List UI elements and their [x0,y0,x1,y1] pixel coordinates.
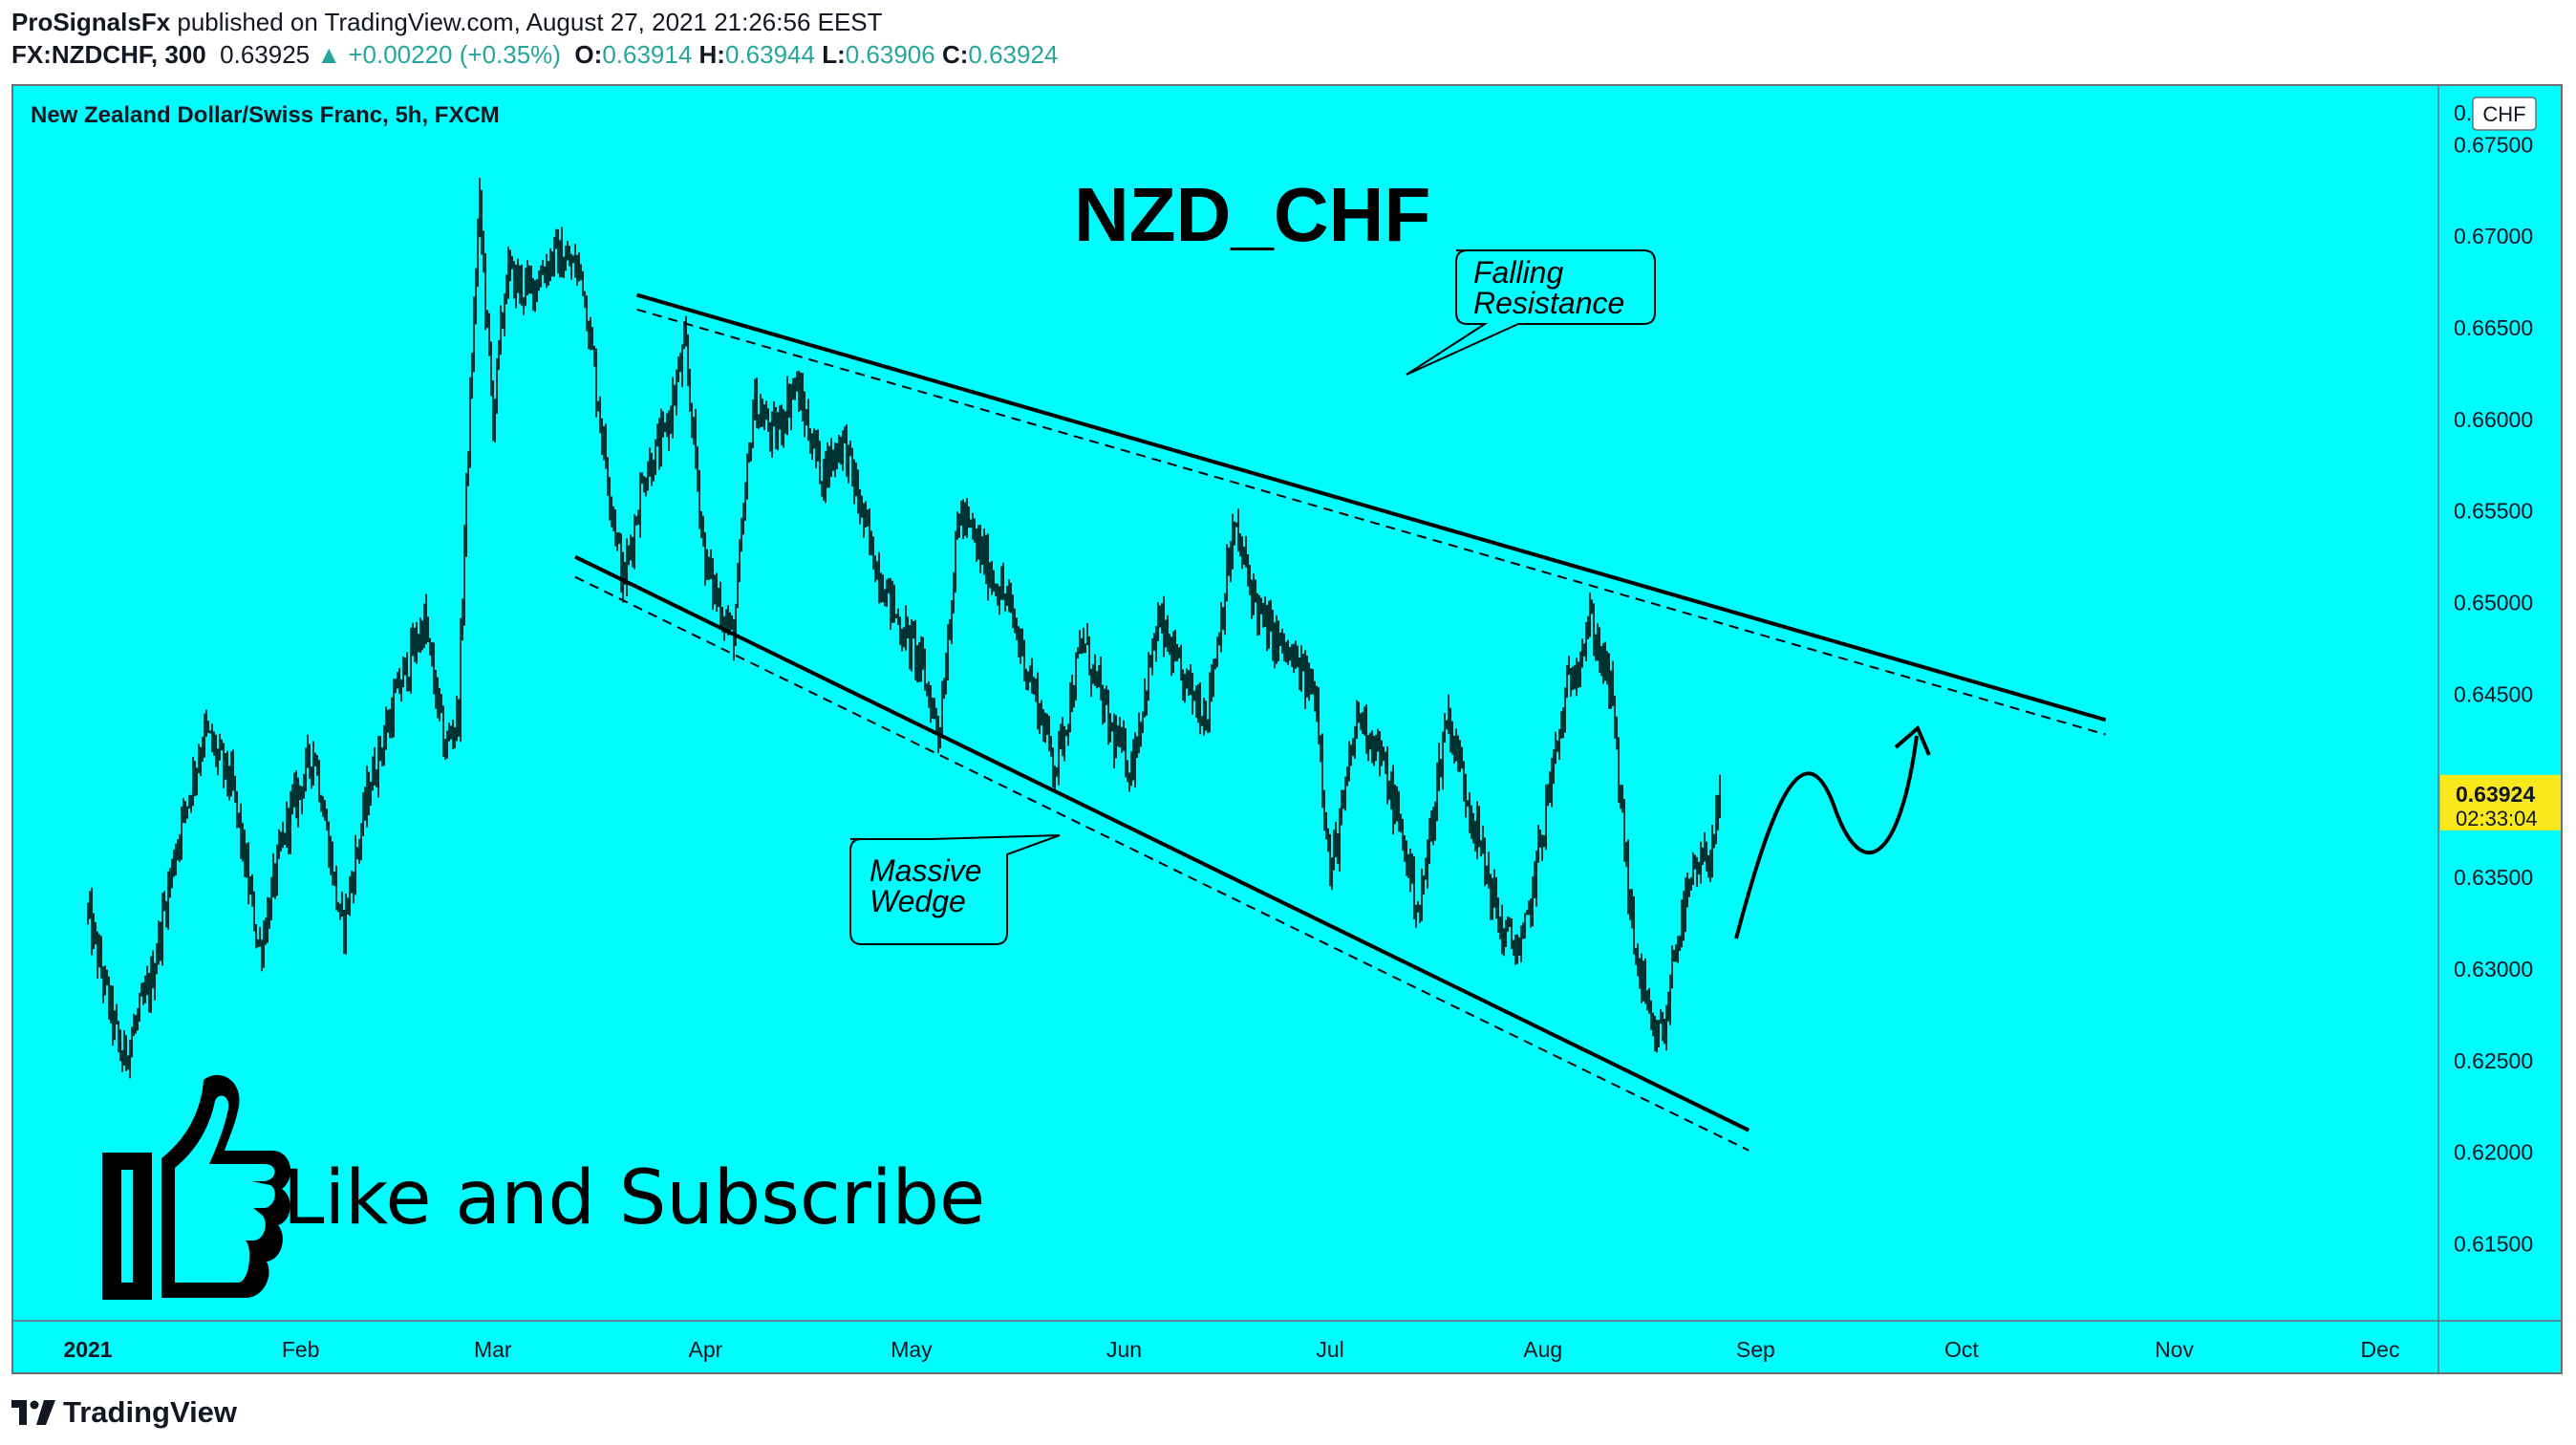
price-tag-value: 0.63924 [2456,782,2535,807]
price-change: +0.00220 (+0.35%) [348,40,561,69]
callout-text-falling: Falling [1473,255,1563,290]
last-price: 0.63925 [220,40,311,69]
y-tick-label: 0.65000 [2454,591,2533,615]
y-tick-label-partial: 0. [2454,100,2472,125]
tradingview-brand: TradingView [63,1395,238,1429]
ohlc-legend: FX:NZDCHF, 300 0.63925 ▲ +0.00220 (+0.35… [11,38,1058,71]
x-tick-label: Jun [1106,1337,1142,1362]
author-name[interactable]: ProSignalsFx [11,8,171,36]
support-line[interactable] [574,554,1750,1132]
tradingview-logo-icon [11,1400,55,1425]
support-dashed-line[interactable] [574,575,1750,1152]
x-tick-label: Dec [2361,1337,2400,1362]
publication-line: ProSignalsFx published on TradingView.co… [11,6,883,38]
open-label: O: [574,40,603,69]
close-value: 0.63924 [968,40,1059,69]
y-tick-label: 0.67000 [2454,224,2533,248]
close-label: C: [941,40,969,69]
high-label: H: [698,40,725,69]
arrowhead-icon [1894,724,1931,756]
chart-title: NZD_CHF [1074,172,1430,257]
open-value: 0.63914 [602,40,693,69]
tradingview-logo[interactable]: TradingView [11,1393,237,1432]
x-tick-label: Nov [2155,1337,2194,1362]
currency-badge-label: CHF [2482,102,2525,126]
callout-text-wedge: Wedge [869,884,966,918]
massive-wedge-callout[interactable]: Massive Wedge [849,834,1061,945]
high-value: 0.63944 [724,40,815,69]
y-tick-label: 0.63500 [2454,865,2533,890]
candle-layer [87,178,1721,1079]
y-tick-label: 0.61500 [2454,1231,2533,1256]
y-tick-label: 0.62500 [2454,1048,2533,1073]
x-tick-label: May [891,1337,933,1362]
callout-text-resistance: Resistance [1473,286,1624,320]
price-tag-box [2440,774,2561,830]
y-tick-label: 0.67500 [2454,132,2533,157]
symbol-label: FX:NZDCHF, 300 [11,40,206,69]
price-tag-countdown: 02:33:04 [2456,807,2538,830]
x-tick-label: Apr [689,1337,723,1362]
x-tick-label: Jul [1316,1337,1343,1362]
thumbs-up-icon [102,1074,291,1300]
price-axis[interactable]: 0.615000.620000.625000.630000.635000.640… [2454,100,2533,1256]
x-tick-label: Aug [1523,1337,1562,1362]
y-tick-label: 0.63000 [2454,957,2533,981]
resistance-line[interactable] [636,292,2107,722]
x-tick-label: Feb [282,1337,320,1362]
callout-text-massive: Massive [869,853,981,888]
x-tick-label: Oct [1944,1337,1979,1362]
y-tick-label: 0.66500 [2454,315,2533,340]
instrument-label: New Zealand Dollar/Swiss Franc, 5h, FXCM [31,102,500,128]
low-value: 0.63906 [845,40,935,69]
up-arrow-icon: ▲ [316,40,342,69]
callout-pointer-wedge [849,834,1061,945]
y-tick-label: 0.66000 [2454,407,2533,432]
y-tick-label: 0.62000 [2454,1140,2533,1165]
published-text: published on TradingView.com, August 27,… [177,8,883,36]
like-subscribe-text: Like and Subscribe [283,1155,985,1241]
currency-badge[interactable]: CHF [2472,97,2537,131]
time-axis[interactable]: 2021 Feb Mar Apr May Jun Jul Aug Sep Oct Nov Dec [63,1337,2399,1362]
y-tick-label: 0.65500 [2454,499,2533,524]
x-tick-label: Mar [474,1337,512,1362]
price-chart[interactable]: Falling Resistance Massive Wedge NZD_CHF… [13,86,2561,1372]
chart-frame[interactable]: Falling Resistance Massive Wedge NZD_CHF… [11,84,2563,1374]
trendline-layer[interactable] [574,292,2107,1152]
low-label: L: [822,40,846,69]
y-tick-label: 0.64500 [2454,681,2533,706]
x-tick-label: 2021 [63,1337,112,1362]
x-tick-label: Sep [1736,1337,1775,1362]
falling-resistance-callout[interactable]: Falling Resistance [1406,249,1656,376]
projection-arrow [1734,735,1919,939]
callout-pointer [1406,249,1656,376]
resistance-dashed-line[interactable] [636,308,2106,736]
annotation-layer: Falling Resistance Massive Wedge NZD_CHF… [102,172,1931,1300]
